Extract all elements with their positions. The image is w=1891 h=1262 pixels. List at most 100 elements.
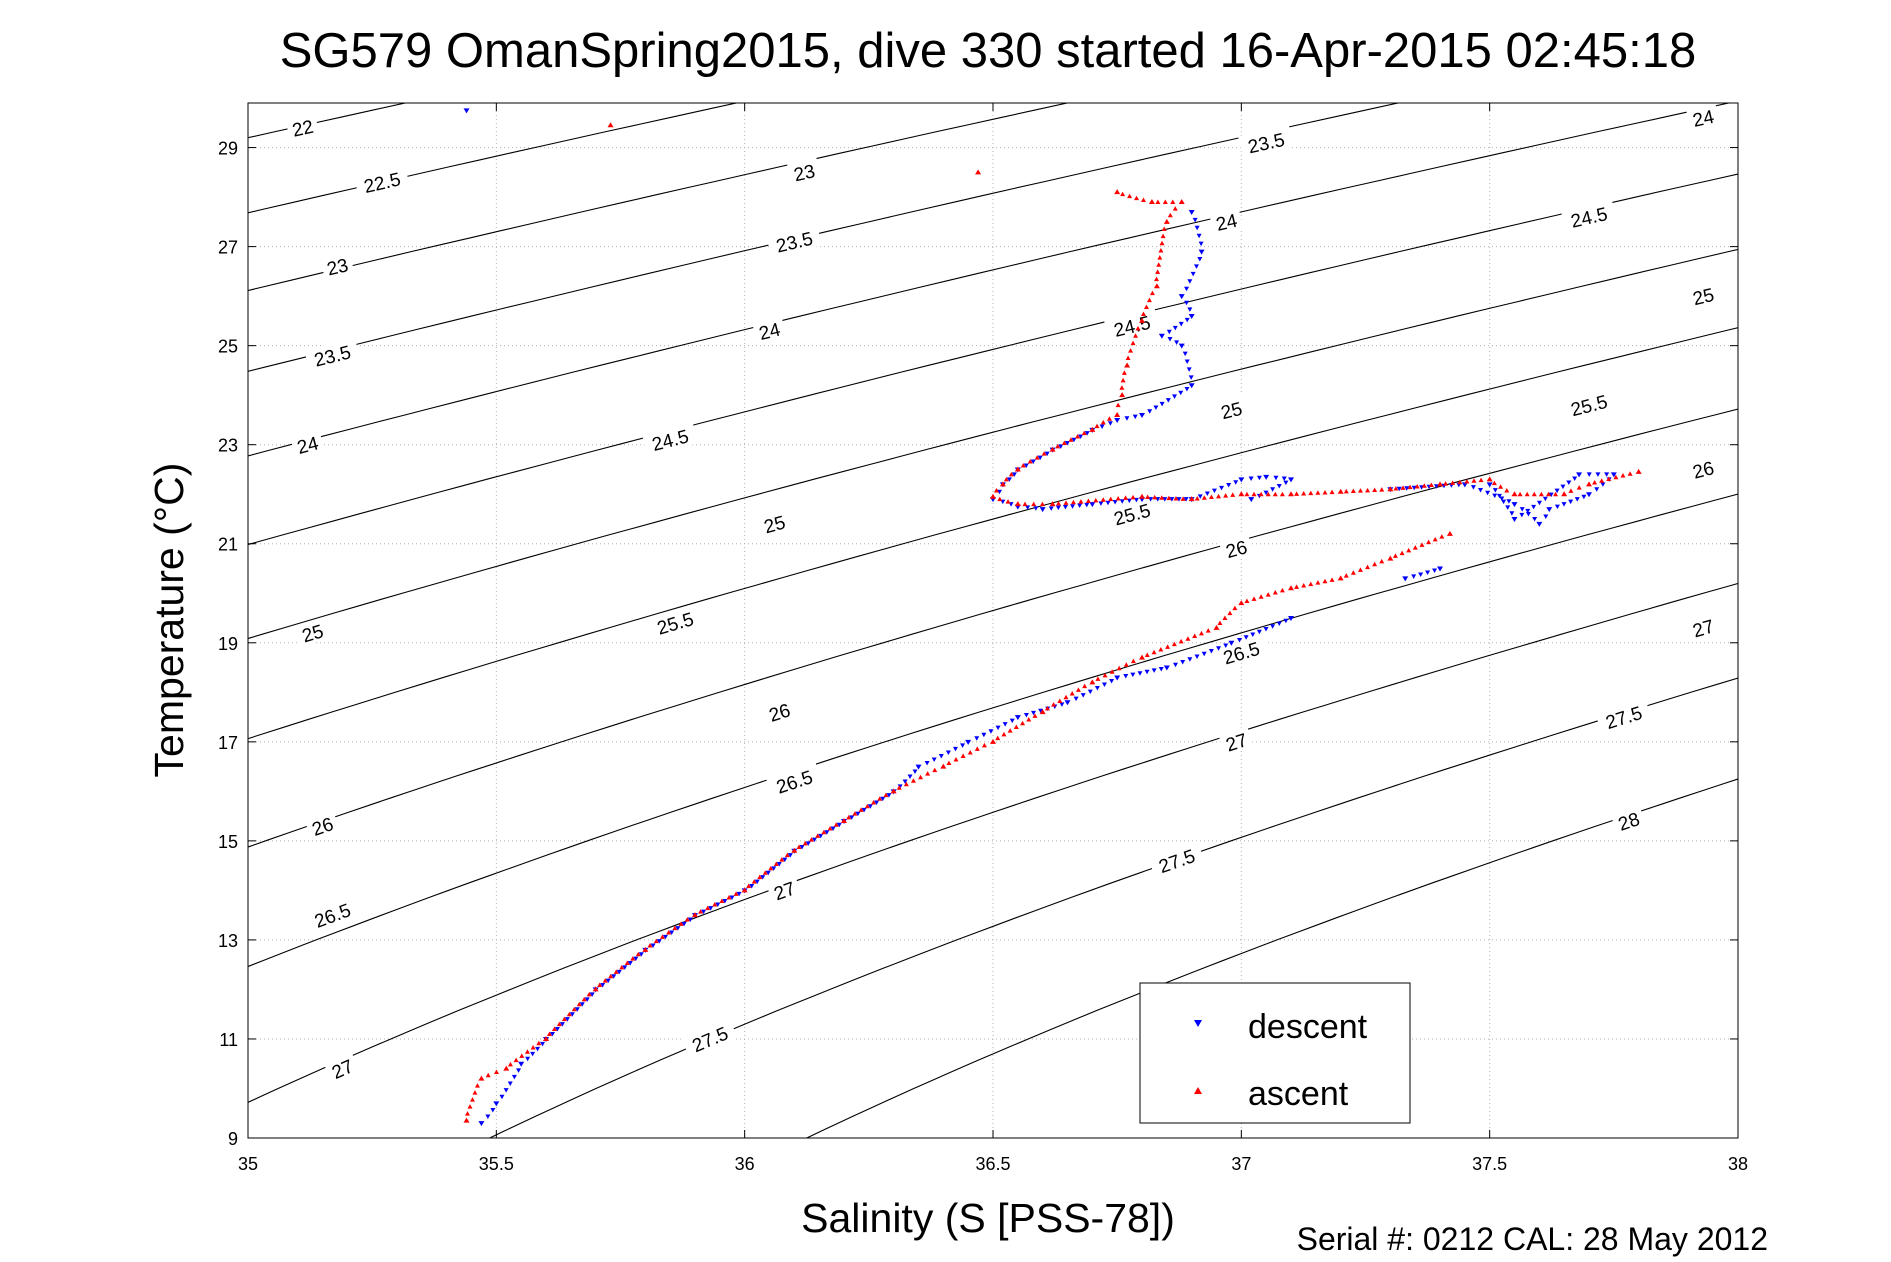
ascent-point bbox=[1158, 247, 1164, 253]
ascent-point bbox=[1350, 570, 1356, 575]
isopycnal-label-bg bbox=[1103, 495, 1160, 531]
ascent-point bbox=[1032, 713, 1038, 718]
ascent-point bbox=[1426, 539, 1432, 545]
descent-point bbox=[974, 736, 980, 741]
ascent-point bbox=[1238, 491, 1245, 497]
descent-point bbox=[1470, 485, 1476, 490]
descent-point bbox=[945, 750, 951, 755]
descent-point bbox=[736, 891, 742, 897]
ascent-point bbox=[624, 960, 630, 966]
descent-point bbox=[1147, 409, 1153, 414]
ascent-point bbox=[1124, 362, 1131, 368]
ascent-point bbox=[1201, 495, 1207, 500]
y-tick-label: 25 bbox=[218, 337, 238, 357]
descent-point bbox=[627, 961, 633, 966]
descent-point bbox=[880, 796, 886, 802]
descent-point bbox=[1600, 482, 1606, 487]
descent-point bbox=[931, 757, 937, 763]
descent-point bbox=[1197, 256, 1203, 262]
descent-point bbox=[1084, 431, 1090, 436]
descent-point bbox=[1532, 516, 1538, 522]
isopycnal-24 bbox=[248, 103, 1732, 457]
descent-point bbox=[1496, 493, 1502, 499]
descent-point bbox=[1114, 675, 1121, 681]
ascent-point bbox=[1315, 490, 1321, 495]
isopycnal-label-bg bbox=[1560, 387, 1617, 422]
ascent-point bbox=[1478, 477, 1484, 483]
descent-point bbox=[1270, 487, 1276, 492]
isopycnal-label-bg bbox=[1685, 280, 1721, 310]
descent-point bbox=[1276, 621, 1282, 627]
ascent-point bbox=[1620, 472, 1626, 478]
isopycnal-25.5 bbox=[248, 327, 1738, 740]
descent-point bbox=[1411, 574, 1417, 579]
descent-point bbox=[1273, 475, 1279, 481]
ascent-point bbox=[503, 1065, 510, 1071]
ascent-point bbox=[802, 840, 808, 846]
ascent-point bbox=[1258, 594, 1264, 599]
ascent-point bbox=[1051, 702, 1057, 707]
descent-point bbox=[1243, 635, 1249, 640]
descent-point bbox=[535, 1046, 541, 1052]
descent-point bbox=[1581, 494, 1587, 500]
y-tick-label: 13 bbox=[218, 931, 238, 951]
isopycnal-27 bbox=[248, 582, 1738, 1104]
ascent-point bbox=[1039, 709, 1046, 715]
ascent-point bbox=[474, 1083, 480, 1088]
x-tick-label: 37.5 bbox=[1472, 1154, 1507, 1174]
chart-title: SG579 OmanSpring2015, dive 330 started 1… bbox=[280, 24, 1697, 78]
ascent-point bbox=[993, 488, 999, 493]
ascent-point bbox=[1450, 480, 1456, 485]
descent-point bbox=[559, 1022, 565, 1027]
descent-point bbox=[996, 489, 1002, 495]
descent-point bbox=[1011, 472, 1017, 477]
descent-point bbox=[849, 815, 855, 820]
ascent-point bbox=[1100, 497, 1106, 502]
descent-point bbox=[1198, 249, 1205, 255]
descent-point bbox=[782, 857, 788, 863]
serial-cal-footer: Serial #: 0212 CAL: 28 May 2012 bbox=[1297, 1221, 1768, 1257]
ascent-point bbox=[608, 973, 614, 979]
descent-point bbox=[1084, 502, 1090, 508]
ascent-point bbox=[975, 169, 982, 175]
isopycnal-25 bbox=[248, 248, 1738, 640]
axis-ticks: 35 35.5 36 36.5 37 37.5 38 9 11 13 15 17 19 21 23 25 27 2… bbox=[218, 103, 1748, 1174]
descent-point bbox=[1059, 702, 1065, 707]
ascent-point bbox=[561, 1016, 567, 1022]
ascent-point bbox=[1130, 494, 1136, 500]
ascent-point bbox=[1044, 705, 1050, 711]
descent-point bbox=[1566, 480, 1572, 486]
descent-point bbox=[1058, 444, 1064, 449]
descent-point bbox=[1006, 477, 1012, 482]
descent-point bbox=[907, 774, 913, 779]
descent-point bbox=[1543, 514, 1549, 520]
isopycnal-label-bg bbox=[294, 617, 330, 647]
descent-point bbox=[485, 1114, 491, 1120]
ascent-point bbox=[1139, 654, 1145, 660]
descent-point bbox=[549, 1032, 555, 1037]
ascent-point bbox=[953, 757, 959, 762]
descent-point bbox=[600, 983, 606, 988]
ascent-point bbox=[1166, 495, 1172, 501]
ascent-point bbox=[1464, 478, 1470, 484]
descent-point bbox=[1031, 710, 1037, 716]
ascent-point bbox=[1329, 577, 1335, 582]
descent-point bbox=[1525, 508, 1531, 514]
descent-point bbox=[1561, 502, 1567, 507]
descent-point bbox=[511, 1074, 517, 1080]
descent-point bbox=[1574, 497, 1580, 502]
descent-point bbox=[1228, 640, 1235, 646]
ascent-point bbox=[647, 942, 653, 948]
descent-point bbox=[1248, 476, 1254, 482]
descent-point bbox=[1174, 340, 1180, 345]
isopycnal-label-bg bbox=[1685, 102, 1721, 131]
isopycnal-27.5 bbox=[488, 677, 1738, 1138]
ascent-point bbox=[1188, 496, 1195, 502]
ascent-point bbox=[1576, 485, 1582, 490]
ascent-point bbox=[1294, 584, 1300, 589]
ascent-point bbox=[1109, 669, 1115, 674]
descent-point bbox=[1223, 643, 1229, 649]
descent-point bbox=[1188, 375, 1194, 380]
ascent-point bbox=[1119, 385, 1125, 390]
ascent-point bbox=[1329, 489, 1335, 495]
